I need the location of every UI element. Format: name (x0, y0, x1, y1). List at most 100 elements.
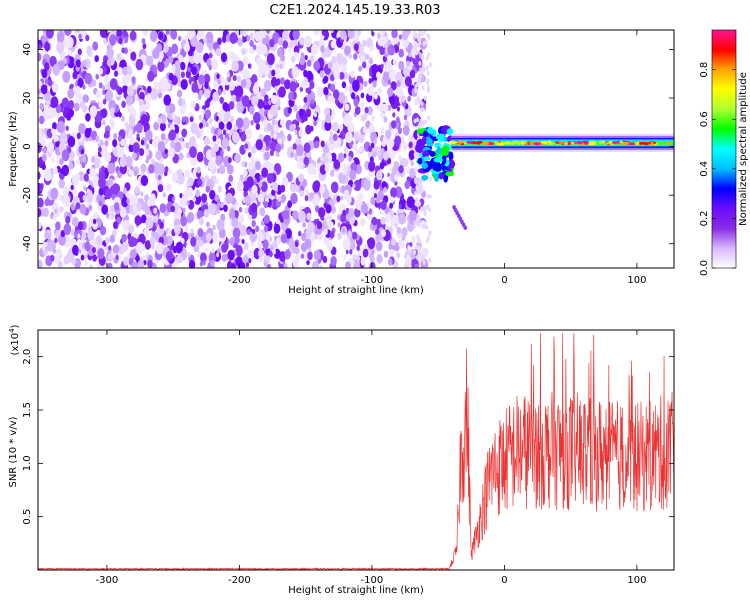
spectrogram-transition-cell (422, 150, 430, 158)
figure-title: C2E1.2024.145.19.33.R03 (269, 3, 440, 18)
spectrogram-transition-cell (436, 146, 442, 155)
colorbar-frame (711, 29, 737, 269)
spectrogram-noise-cell (207, 203, 216, 215)
spectrogram-noise-cell (109, 34, 117, 46)
spectrogram-noise-cell (337, 232, 342, 240)
spectrogram-noise-cell (291, 55, 296, 63)
spectrogram-noise-cell (197, 228, 204, 238)
spectrogram-noise-cell (168, 55, 174, 64)
spectrogram-noise-cell (113, 244, 120, 254)
spectrogram-noise-cell (324, 120, 332, 132)
spectrogram-noise-cell (401, 227, 408, 237)
spectrogram-noise-cell (38, 221, 42, 230)
spectrogram-noise-cell (193, 52, 202, 64)
spectrogram-noise-cell (349, 241, 356, 251)
spectrogram-noise-cell (50, 187, 59, 200)
spectrogram-noise-cell (344, 113, 349, 121)
spectrogram-noise-cell (51, 157, 55, 163)
spectrogram-noise-cell (272, 248, 276, 255)
spectrogram-noise-cell (367, 106, 373, 116)
spectrogram-noise-cell (74, 102, 80, 112)
spectrogram-noise-cell (135, 58, 144, 71)
spectrogram-noise-cell (102, 98, 107, 105)
spectrogram-noise-cell (146, 55, 154, 67)
spectrogram-noise-cell (347, 121, 355, 133)
spectrogram-noise-cell (179, 136, 183, 143)
signal-band-peak (509, 142, 515, 145)
spectrogram-noise-cell (273, 133, 277, 140)
spectrogram-noise-cell (64, 30, 72, 36)
spectrogram-noise-cell (114, 70, 118, 77)
spectrogram-noise-cell (203, 136, 210, 146)
signal-band-peak (475, 141, 481, 145)
spectrogram-noise-cell (75, 202, 81, 210)
spectrogram-noise-cell (110, 120, 116, 129)
spectrogram-noise-cell (424, 248, 428, 254)
spectrogram-noise-cell (102, 119, 106, 126)
spectrogram-noise-cell (421, 85, 425, 91)
spectrogram-noise-cell (390, 210, 395, 218)
spectrogram-noise-cell (408, 210, 417, 222)
snr-scale-suffix: ) (10, 324, 21, 328)
spectrogram-noise-cell (122, 187, 127, 195)
spectrogram-noise-cell (165, 105, 171, 113)
spectrogram-noise-cell (173, 224, 181, 235)
spectrogram-noise-cell (146, 85, 152, 94)
spectrogram-noise-cell (368, 45, 373, 52)
spectrogram-noise-cell (251, 220, 256, 227)
spectrogram-noise-cell (302, 222, 306, 228)
spectrogram-noise-cell (396, 80, 401, 88)
spectrogram-noise-cell (389, 248, 395, 257)
spectrogram-noise-cell (234, 153, 241, 164)
spectrogram-noise-cell (323, 228, 328, 236)
spectrogram-noise-cell (180, 61, 186, 71)
spectrogram-noise-cell (113, 133, 118, 140)
spectrogram-noise-cell (59, 158, 64, 166)
spectrogram-noise-cell (371, 216, 378, 226)
spectrogram-transition-cell (421, 175, 429, 181)
spectrogram-noise-cell (67, 135, 76, 148)
spectrogram-noise-cell (228, 101, 235, 110)
spectrogram-noise-cell (333, 89, 340, 100)
spectrogram-noise-cell (313, 60, 321, 71)
spectrogram-noise-cell (298, 108, 304, 117)
spectrogram-noise-cell (97, 248, 105, 260)
spectrogram-noise-cell (422, 67, 426, 73)
spectrogram-noise-cell (327, 95, 332, 103)
snr-series-line (38, 333, 674, 570)
spectrogram-noise-cell (205, 122, 209, 128)
spectrogram-noise-cell (257, 47, 263, 55)
spectrogram-noise-cell (313, 30, 320, 36)
spectrogram-noise-cell (116, 30, 123, 38)
spectrogram-noise-cell (389, 196, 394, 204)
spectrogram-noise-cell (159, 122, 166, 132)
spectrogram-noise-cell (402, 157, 409, 168)
spectrogram-noise-cell (337, 222, 341, 228)
spectrogram-noise-cell (239, 128, 243, 134)
spectrogram-noise-cell (160, 133, 166, 141)
spectrogram-noise-cell (164, 148, 168, 155)
spectrogram-noise-cell (117, 67, 124, 76)
spectrogram-noise-cell (221, 253, 227, 262)
signal-band-peak (619, 140, 623, 144)
spectrogram-noise-cell (229, 81, 236, 91)
spectrogram-noise-cell (273, 124, 279, 134)
spectrogram-noise-cell (391, 30, 398, 39)
spectrogram-transition-cell (441, 155, 447, 165)
spectrogram-noise-cell (205, 31, 214, 44)
spectrogram-noise-cell (179, 106, 186, 116)
spectrogram-noise-cell (47, 141, 55, 153)
spectrogram-noise-cell (58, 261, 63, 268)
spectrogram-noise-cell (66, 112, 72, 121)
spectrogram-noise-cell (100, 144, 108, 157)
spectrogram-noise-cell (261, 44, 268, 55)
spectrogram-noise-cell (307, 163, 316, 176)
spectrogram-noise-cell (318, 207, 326, 218)
spectrogram-noise-cell (199, 122, 203, 129)
spectrogram-noise-cell (276, 237, 281, 245)
spectrogram-noise-cell (271, 189, 276, 196)
spectrogram-noise-cell (52, 122, 57, 130)
spectrogram-noise-cell (132, 153, 136, 160)
spectrogram-noise-cell (353, 53, 358, 60)
spectrogram-noise-cell (215, 48, 221, 57)
